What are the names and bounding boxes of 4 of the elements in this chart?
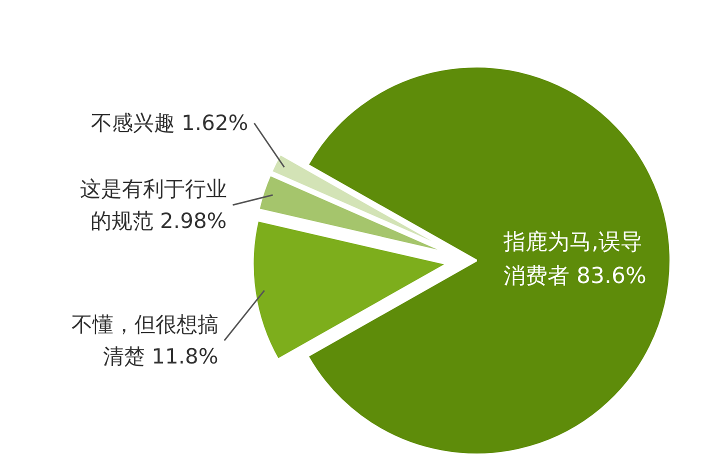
slice-label: 这是有利于行业的规范 2.98% xyxy=(80,177,227,234)
slice-label: 指鹿为马,误导消费者 83.6% xyxy=(502,230,646,289)
slice-label: 不懂，但很想搞清楚 11.8% xyxy=(71,312,218,368)
slice-label: 不感兴趣 1.62% xyxy=(90,111,248,136)
